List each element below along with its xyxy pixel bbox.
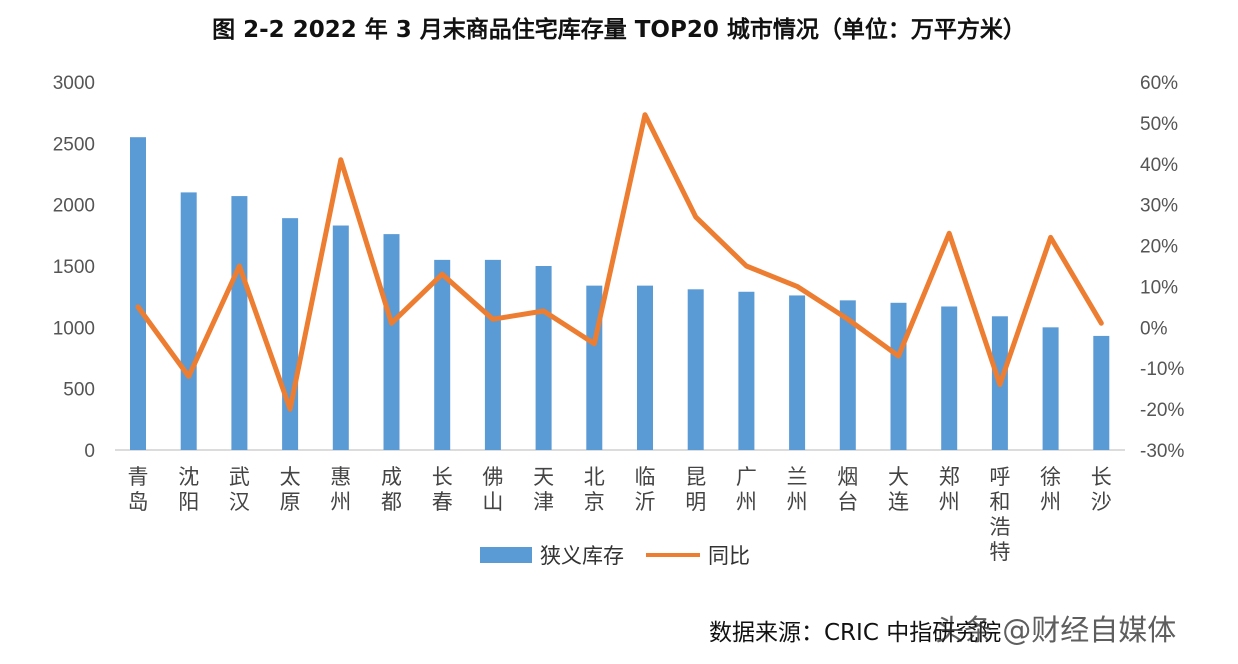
category-label: 临沂 [635,465,656,514]
legend-label-bar: 狭义库存 [540,544,624,568]
bar [637,285,653,450]
category-label: 天津 [533,465,554,514]
right-tick-label: 30% [1140,196,1178,217]
legend-label-line: 同比 [708,544,750,568]
category-label: 兰州 [787,465,808,514]
right-tick-label: 20% [1140,237,1178,258]
left-tick-label: 3000 [53,73,95,94]
bar [1093,335,1110,450]
left-tick-label: 2500 [53,134,95,155]
yoy-line [135,112,1104,412]
bar [282,218,299,450]
bar [484,259,501,450]
bar [789,295,806,450]
right-tick-label: 0% [1140,318,1168,339]
left-tick-label: 1000 [53,318,95,339]
category-label: 郑州 [939,465,960,514]
bar [130,137,146,450]
category-label: 北京 [584,465,605,514]
category-label: 惠州 [330,465,351,514]
right-tick-label: -10% [1140,359,1184,380]
category-label: 长沙 [1091,465,1112,514]
right-tick-label: 60% [1140,73,1178,94]
bar [434,259,451,450]
category-label: 呼和浩特 [989,465,1010,564]
right-tick-label: -20% [1140,400,1184,421]
category-label: 武汉 [229,465,250,514]
bar [231,196,248,450]
right-tick-label: 40% [1140,155,1178,176]
category-label: 烟台 [837,465,858,514]
right-axis: -30% -20% -10% 0% 10% 20% 30% 40% 50% 60% [1140,73,1184,462]
right-tick-label: 50% [1140,114,1178,135]
left-axis: 0 500 1000 1500 2000 2500 3000 [53,73,95,462]
chart-title: 图 2-2 2022 年 3 月末商品住宅库存量 TOP20 城市情况（单位：万… [212,16,1026,43]
left-tick-label: 2000 [53,196,95,217]
category-label: 大连 [888,465,909,514]
category-label: 佛山 [482,465,503,514]
bar [180,192,197,450]
line-series [135,112,1104,412]
bar [738,291,755,450]
category-label: 徐州 [1040,465,1061,514]
bar [839,300,856,450]
watermark: 头条 @财经自媒体 [935,613,1176,647]
legend: 狭义库存 同比 [480,544,750,568]
bar-series [130,137,1110,450]
bar [535,266,552,450]
category-label: 太原 [280,465,301,514]
category-label: 沈阳 [178,465,199,514]
bar [1042,327,1059,450]
category-label: 长春 [432,465,453,514]
bar [383,234,400,450]
bar [890,302,907,450]
bar [332,225,349,450]
category-label: 成都 [381,465,402,514]
category-label: 青岛 [128,465,149,514]
source-note: 数据来源：CRIC 中指研究院 [709,620,1001,646]
category-label: 广州 [736,465,757,514]
category-label: 昆明 [685,465,706,514]
right-tick-label: -30% [1140,441,1184,462]
legend-swatch-bar [480,547,532,563]
right-tick-label: 10% [1140,277,1178,298]
bar [687,289,704,450]
left-tick-label: 500 [63,380,95,401]
left-tick-label: 0 [84,441,95,462]
left-tick-label: 1500 [53,257,95,278]
bar [941,306,958,450]
